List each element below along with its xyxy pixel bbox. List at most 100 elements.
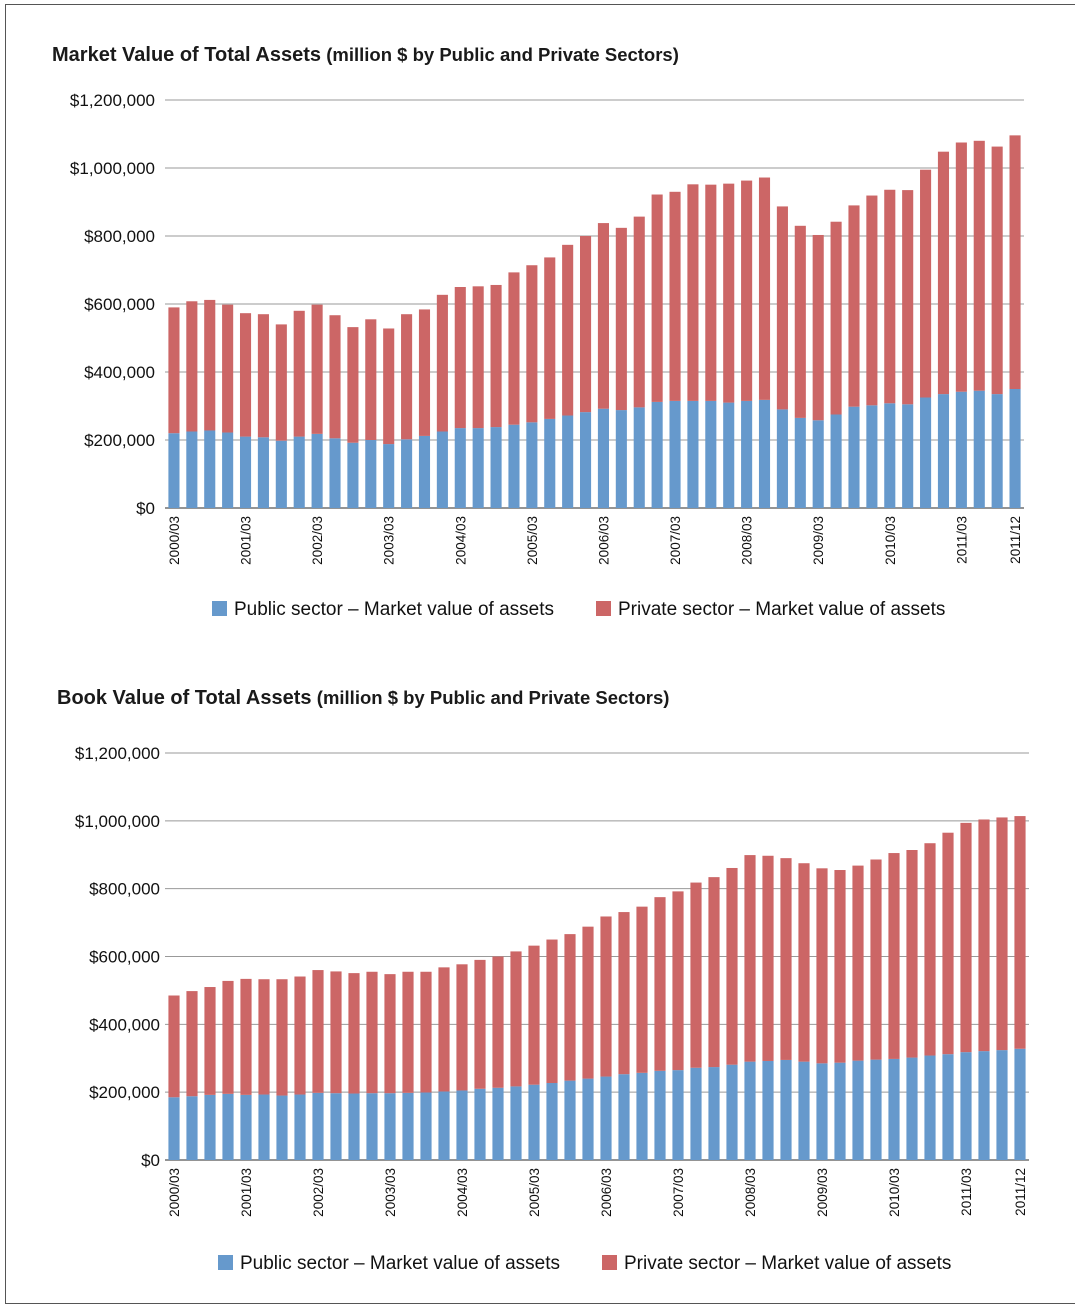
book-bar-public-43	[942, 1054, 954, 1160]
book-bar-private-40	[888, 853, 900, 1059]
chart-title-market: Market Value of Total Assets (million $ …	[52, 44, 679, 67]
book-bar-public-25	[618, 1074, 630, 1160]
market-bar-private-17	[472, 286, 484, 429]
book-x-tick-label-6: 2006/03	[599, 1168, 614, 1217]
market-bar-private-24	[597, 223, 609, 409]
book-bar-private-39	[870, 859, 882, 1060]
book-bar-public-45	[978, 1051, 990, 1160]
book-bar-private-35	[798, 863, 810, 1062]
market-bar-public-27	[651, 401, 663, 508]
market-bar-public-32	[741, 400, 753, 508]
market-bar-private-20	[526, 265, 538, 423]
book-bar-public-11	[366, 1093, 378, 1160]
market-legend-label-0: Public sector – Market value of assets	[234, 599, 554, 620]
book-x-tick-label-4: 2004/03	[455, 1168, 470, 1217]
book-bar-public-30	[708, 1067, 720, 1160]
market-bar-private-10	[347, 327, 359, 443]
market-bar-private-7	[293, 310, 305, 437]
market-bar-private-37	[830, 221, 842, 415]
market-x-tick-label-4: 2004/03	[453, 516, 468, 565]
book-bar-private-42	[924, 843, 936, 1056]
book-bar-public-2	[204, 1094, 216, 1160]
book-bar-private-30	[708, 877, 720, 1068]
book-bar-private-22	[564, 934, 576, 1081]
book-bar-public-34	[780, 1059, 792, 1160]
market-bar-private-29	[687, 184, 699, 401]
book-bar-public-38	[852, 1060, 864, 1160]
market-bar-public-39	[866, 405, 878, 508]
market-x-tick-label-6: 2006/03	[596, 516, 611, 565]
market-bar-private-32	[741, 180, 753, 401]
book-bar-public-26	[636, 1072, 648, 1160]
book-y-tick-label-6: $1,200,000	[75, 744, 160, 763]
book-y-tick-label-1: $200,000	[89, 1083, 160, 1102]
market-bar-public-30	[705, 400, 717, 508]
book-bar-public-18	[492, 1087, 504, 1160]
book-x-tick-label-11: 2011/03	[959, 1168, 974, 1216]
book-bar-private-0	[168, 995, 180, 1098]
market-bar-public-46	[991, 394, 1003, 508]
book-bar-private-33	[762, 855, 774, 1061]
market-bar-private-11	[365, 319, 377, 440]
book-bar-private-34	[780, 858, 792, 1060]
book-bar-public-17	[474, 1088, 486, 1160]
book-bar-private-44	[960, 822, 972, 1053]
book-legend-swatch-0	[218, 1255, 233, 1270]
chart-title-book-main: Book Value of Total Assets	[57, 687, 312, 709]
book-bar-public-31	[726, 1064, 738, 1160]
book-bar-public-1	[186, 1096, 198, 1160]
market-bar-private-25	[615, 227, 627, 411]
market-bar-public-19	[508, 424, 520, 508]
chart-title-book: Book Value of Total Assets (million $ by…	[57, 687, 669, 710]
book-bar-public-14	[420, 1092, 432, 1160]
market-bar-public-35	[794, 417, 806, 508]
market-bar-private-41	[902, 190, 914, 405]
market-bar-private-15	[436, 294, 448, 432]
market-bar-private-27	[651, 194, 663, 402]
book-legend-label-0: Public sector – Market value of assets	[240, 1253, 560, 1274]
book-bar-public-5	[258, 1094, 270, 1160]
market-x-tick-label-9: 2009/03	[811, 516, 826, 565]
market-bar-public-6	[275, 440, 287, 508]
market-bar-private-26	[633, 216, 645, 408]
market-bar-private-34	[776, 206, 788, 410]
market-y-tick-label-0: $0	[136, 499, 155, 518]
market-bar-private-9	[329, 315, 341, 439]
book-bar-public-4	[240, 1094, 252, 1160]
market-bar-private-4	[239, 313, 252, 437]
book-bar-public-42	[924, 1055, 936, 1160]
market-bar-public-43	[937, 394, 950, 508]
market-bar-private-43	[937, 151, 950, 395]
book-bar-private-32	[744, 855, 756, 1062]
market-bar-private-42	[920, 169, 932, 398]
market-x-tick-label-3: 2003/03	[382, 516, 397, 565]
market-bar-private-19	[508, 272, 520, 425]
market-bar-public-23	[580, 412, 592, 508]
market-bar-public-24	[597, 408, 609, 508]
book-bar-public-19	[510, 1086, 522, 1160]
book-bar-private-17	[474, 959, 486, 1089]
market-legend-swatch-1	[596, 601, 611, 616]
book-bar-public-39	[870, 1059, 882, 1160]
book-bar-private-15	[438, 967, 450, 1092]
market-bar-private-38	[848, 205, 860, 407]
book-legend-swatch-1	[602, 1255, 617, 1270]
market-bar-public-1	[186, 431, 198, 508]
market-x-tick-label-10: 2010/03	[883, 516, 898, 565]
market-bar-private-47	[1009, 135, 1021, 389]
book-x-tick-label-12: 2011/12	[1013, 1168, 1028, 1216]
book-legend-label-1: Private sector – Market value of assets	[624, 1253, 951, 1274]
market-y-tick-label-5: $1,000,000	[70, 159, 155, 178]
market-bar-private-13	[401, 314, 413, 440]
book-bar-private-23	[582, 926, 594, 1079]
book-bar-private-46	[996, 817, 1008, 1051]
book-x-tick-label-9: 2009/03	[815, 1168, 830, 1217]
market-bar-private-31	[723, 183, 735, 403]
book-bar-public-12	[384, 1093, 396, 1160]
market-bar-private-44	[955, 142, 967, 392]
market-bar-public-11	[365, 440, 377, 508]
market-x-tick-label-2: 2002/03	[310, 516, 325, 565]
book-bar-public-15	[438, 1091, 450, 1160]
book-y-tick-label-2: $400,000	[89, 1015, 160, 1034]
market-y-tick-label-6: $1,200,000	[70, 91, 155, 110]
